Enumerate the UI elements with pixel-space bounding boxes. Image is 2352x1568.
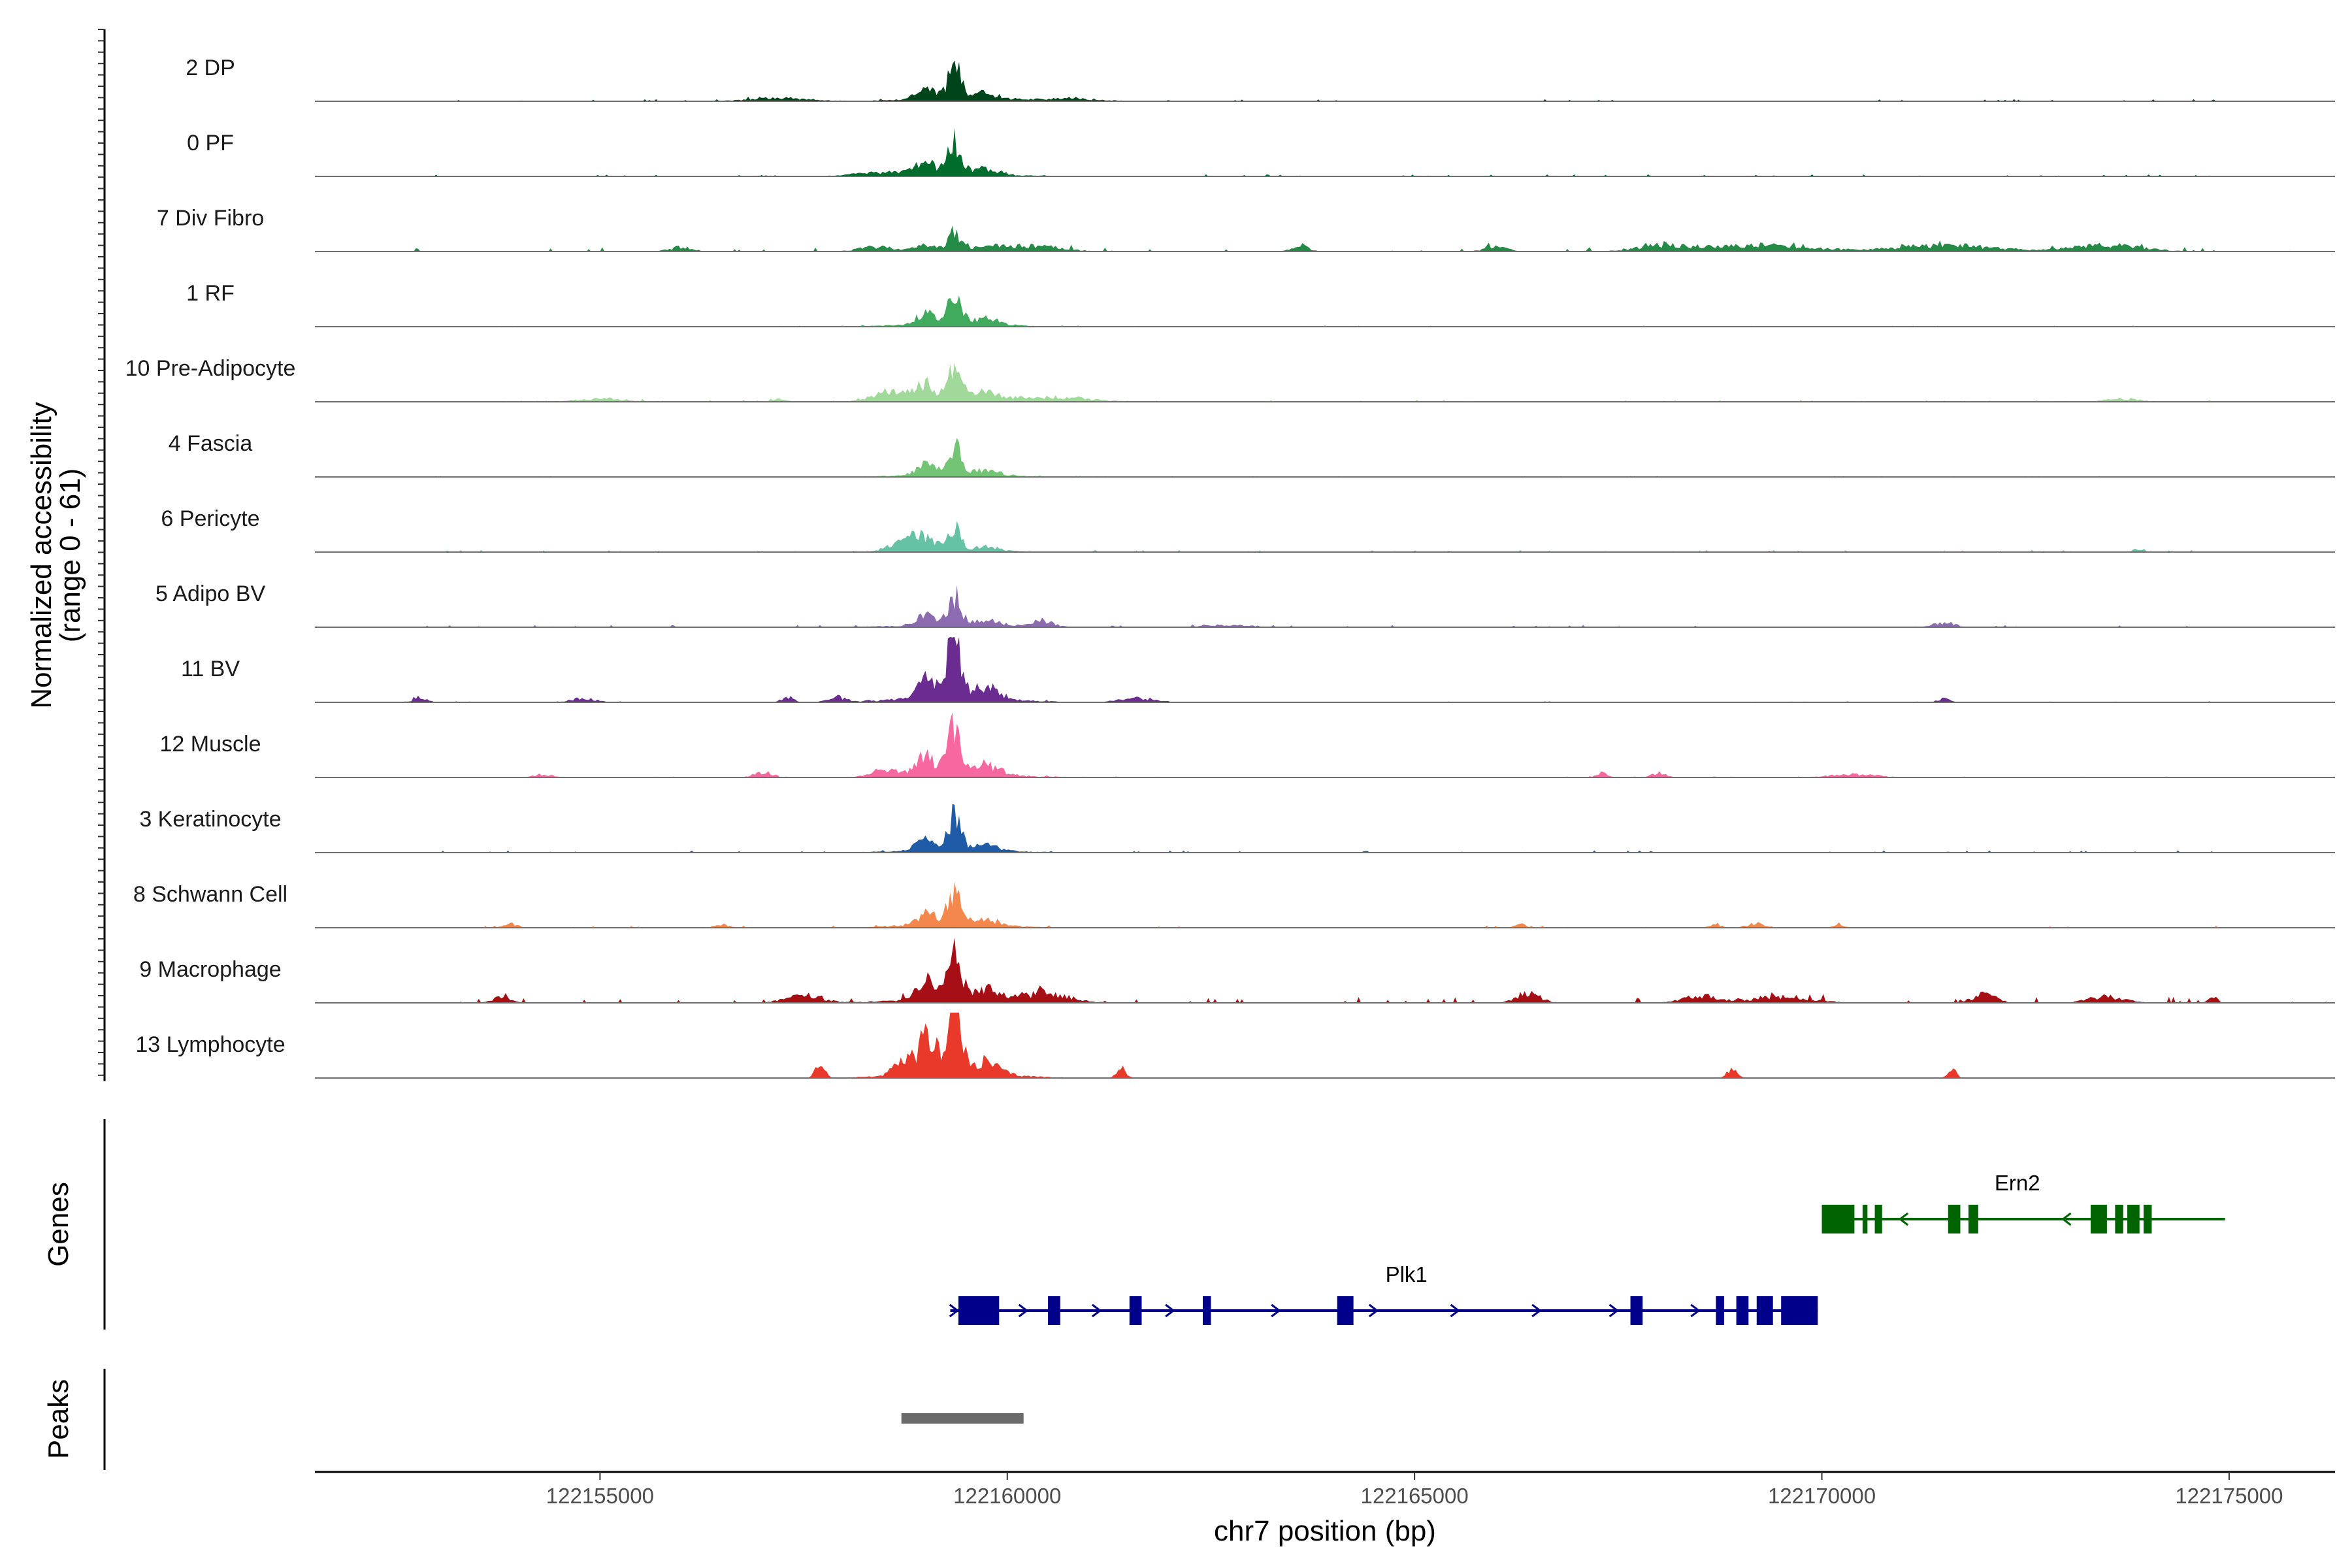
gene-exon [1048, 1296, 1060, 1325]
track-label-5-adipo-bv: 5 Adipo BV [155, 581, 266, 606]
coverage-panel: 2 DP 0 PF 7 Div Fibro 1 RF 10 Pre-Adipocyte 4… [125, 56, 2335, 1079]
track-13-lymphocyte: 13 Lymphocyte [135, 1013, 2335, 1079]
coverage-area-11-bv [315, 637, 2335, 702]
track-label-11-bv: 11 BV [181, 657, 240, 681]
gene-strand-arrow [1450, 1303, 1460, 1318]
x-axis-title: chr7 position (bp) [1214, 1515, 1436, 1547]
track-12-muscle: 12 Muscle [160, 712, 2335, 778]
track-label-12-muscle: 12 Muscle [160, 732, 261, 757]
coverage-area-13-lymphocyte [315, 1013, 2335, 1078]
y-axis-title-range: (range 0 - 61) [54, 468, 86, 643]
coverage-area-12-muscle [315, 712, 2335, 777]
coverage-area-8-schwann-cell [315, 881, 2335, 928]
track-label-7-div-fibro: 7 Div Fibro [157, 206, 264, 231]
coverage-area-0-pf [315, 127, 2335, 176]
gene-exon [1821, 1205, 1855, 1233]
track-label-9-macrophage: 9 Macrophage [139, 957, 281, 982]
peaks-panel-label: Peaks [42, 1379, 74, 1459]
track-7-div-fibro: 7 Div Fibro [157, 206, 2335, 252]
coverage-area-4-fascia [315, 438, 2335, 477]
gene-exon [1756, 1296, 1773, 1325]
gene-strand-arrow [1609, 1303, 1620, 1318]
coverage-area-3-keratinocyte [315, 804, 2335, 853]
coverage-area-2-dp [315, 60, 2335, 101]
peak-region [901, 1413, 1024, 1424]
coverage-area-5-adipo-bv [315, 585, 2335, 627]
gene-exon [2144, 1205, 2152, 1233]
gene-exon [1630, 1296, 1643, 1325]
track-0-pf: 0 PF [187, 127, 2335, 177]
track-9-macrophage: 9 Macrophage [139, 938, 2335, 1004]
gene-exon [1968, 1205, 1978, 1233]
gene-strand-arrow [2061, 1212, 2072, 1226]
gene-exon [1337, 1296, 1354, 1325]
track-3-keratinocyte: 3 Keratinocyte [139, 804, 2335, 853]
coverage-area-7-div-fibro [315, 225, 2335, 252]
gene-strand-arrow [1018, 1303, 1029, 1318]
track-8-schwann-cell: 8 Schwann Cell [133, 881, 2335, 928]
gene-exon [958, 1296, 1000, 1325]
gene-exon [1716, 1296, 1724, 1325]
coverage-area-10-pre-adipocyte [315, 363, 2335, 402]
coverage-y-axis [98, 29, 106, 1081]
track-5-adipo-bv: 5 Adipo BV [155, 581, 2335, 628]
track-label-13-lymphocyte: 13 Lymphocyte [135, 1032, 285, 1057]
coverage-area-1-rf [315, 295, 2335, 327]
genes-panel: Ern2 Plk1 [103, 1119, 2225, 1330]
gene-strand-arrow [1898, 1212, 1909, 1226]
gene-strand-arrow [1165, 1303, 1175, 1318]
gene-exon [1129, 1296, 1142, 1325]
genes-panel-label: Genes [42, 1182, 74, 1267]
track-10-pre-adipocyte: 10 Pre-Adipocyte [125, 356, 2335, 402]
coverage-area-6-pericyte [315, 521, 2335, 552]
gene-exon [1781, 1296, 1818, 1325]
coverage-area-9-macrophage [315, 938, 2335, 1003]
track-label-8-schwann-cell: 8 Schwann Cell [133, 882, 287, 907]
gene-exon [1862, 1205, 1868, 1233]
y-axis-title: Normalized accessibility [25, 402, 57, 708]
gene-plk1: Plk1 [949, 1262, 1818, 1325]
track-label-10-pre-adipocyte: 10 Pre-Adipocyte [125, 356, 296, 381]
gene-strand-arrow [1531, 1303, 1542, 1318]
track-11-bv: 11 BV [181, 637, 2335, 703]
track-label-1-rf: 1 RF [186, 281, 235, 306]
gene-strand-arrow [1271, 1303, 1281, 1318]
gene-exon [1874, 1205, 1882, 1233]
x-axis: 122155000 122160000 122165000 122170000 1221… [315, 1471, 2335, 1508]
peaks-panel [103, 1369, 1024, 1470]
x-tick-label: 122155000 [546, 1484, 654, 1508]
track-label-4-fascia: 4 Fascia [169, 431, 253, 456]
track-6-pericyte: 6 Pericyte [161, 506, 2335, 553]
track-label-3-keratinocyte: 3 Keratinocyte [139, 807, 281, 832]
gene-name-plk1: Plk1 [1386, 1262, 1428, 1286]
track-label-0-pf: 0 PF [187, 131, 234, 155]
track-label-6-pericyte: 6 Pericyte [161, 506, 259, 531]
gene-exon [1948, 1205, 1961, 1233]
track-4-fascia: 4 Fascia [169, 431, 2335, 478]
x-tick-label: 122160000 [953, 1484, 1061, 1508]
gene-name-ern2: Ern2 [1995, 1171, 2040, 1195]
gene-strand-arrow [949, 1303, 960, 1318]
gene-strand-arrow [1092, 1303, 1102, 1318]
gene-strand-arrow [1690, 1303, 1701, 1318]
track-1-rf: 1 RF [186, 281, 2335, 327]
gene-exon [2127, 1205, 2140, 1233]
gene-exon [1202, 1296, 1211, 1325]
track-label-2-dp: 2 DP [186, 56, 235, 80]
x-tick-label: 122165000 [1361, 1484, 1469, 1508]
gene-exon [2090, 1205, 2107, 1233]
x-tick-label: 122170000 [1768, 1484, 1876, 1508]
gene-exon [2115, 1205, 2123, 1233]
track-2-dp: 2 DP [186, 56, 2335, 102]
gene-ern2: Ern2 [1821, 1171, 2225, 1233]
x-tick-label: 122175000 [2175, 1484, 2283, 1508]
gene-strand-arrow [1368, 1303, 1379, 1318]
gene-exon [1736, 1296, 1749, 1325]
